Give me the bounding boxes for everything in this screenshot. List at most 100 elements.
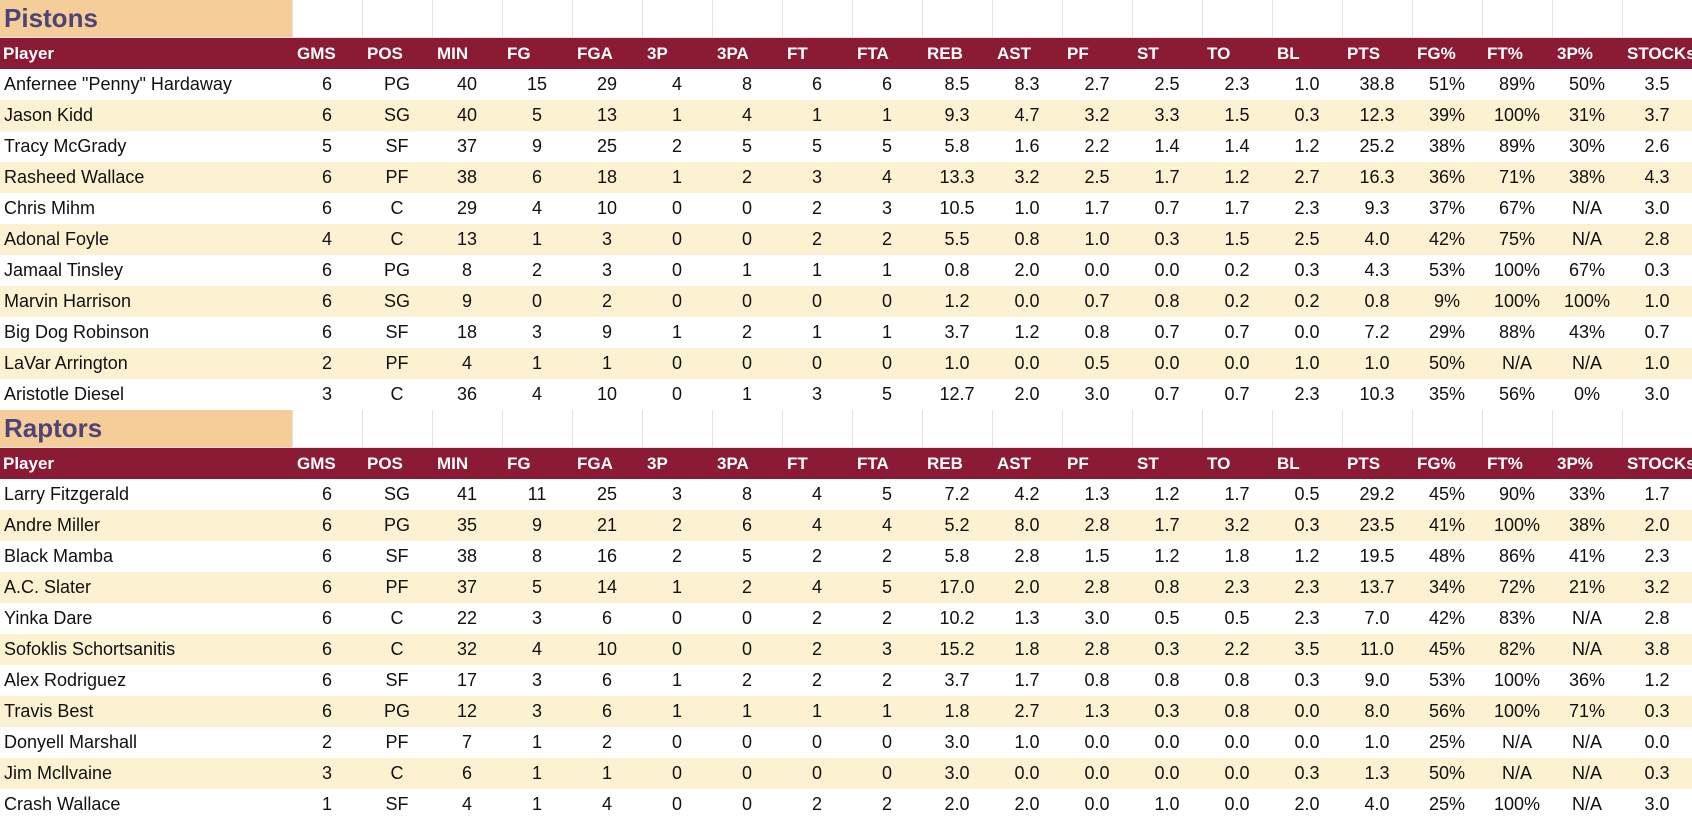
stat-cell[interactable]: SG xyxy=(362,100,432,131)
stat-cell[interactable]: 0% xyxy=(1552,379,1622,410)
empty-cell[interactable] xyxy=(1482,0,1553,38)
stat-cell[interactable]: 100% xyxy=(1482,696,1552,727)
stat-cell[interactable]: 1.5 xyxy=(1202,100,1272,131)
stat-cell[interactable]: 25% xyxy=(1412,789,1482,820)
stat-cell[interactable]: 0.3 xyxy=(1272,255,1342,286)
stat-cell[interactable]: 1 xyxy=(782,696,852,727)
stat-cell[interactable]: 4 xyxy=(502,634,572,665)
stat-cell[interactable]: 0.3 xyxy=(1272,510,1342,541)
empty-cell[interactable] xyxy=(782,0,853,38)
stat-cell[interactable]: 2.2 xyxy=(1202,634,1272,665)
stat-cell[interactable]: 0.0 xyxy=(1202,727,1272,758)
stat-cell[interactable]: C xyxy=(362,224,432,255)
stat-cell[interactable]: 7 xyxy=(432,727,502,758)
empty-cell[interactable] xyxy=(1202,0,1273,38)
stat-cell[interactable]: 0.5 xyxy=(1062,348,1132,379)
stat-cell[interactable]: 1 xyxy=(852,255,922,286)
column-header[interactable]: 3PA xyxy=(712,447,782,479)
stat-cell[interactable]: 45% xyxy=(1412,634,1482,665)
column-header[interactable]: STOCKs xyxy=(1622,447,1692,479)
stat-cell[interactable]: 0.0 xyxy=(1062,255,1132,286)
empty-cell[interactable] xyxy=(922,0,993,38)
stat-cell[interactable]: 29 xyxy=(432,193,502,224)
stat-cell[interactable]: 0 xyxy=(642,634,712,665)
column-header[interactable]: PTS xyxy=(1342,447,1412,479)
stat-cell[interactable]: 2.8 xyxy=(1622,224,1692,255)
stat-cell[interactable]: 56% xyxy=(1482,379,1552,410)
stat-cell[interactable]: 2.8 xyxy=(992,541,1062,572)
stat-cell[interactable]: 0.0 xyxy=(1062,727,1132,758)
column-header[interactable]: FTA xyxy=(852,447,922,479)
stat-cell[interactable]: 100% xyxy=(1482,789,1552,820)
stat-cell[interactable]: 0.0 xyxy=(1062,758,1132,789)
stat-cell[interactable]: 6 xyxy=(712,510,782,541)
stat-cell[interactable]: 15.2 xyxy=(922,634,992,665)
stat-cell[interactable]: 0.7 xyxy=(1132,317,1202,348)
empty-cell[interactable] xyxy=(712,0,783,38)
empty-cell[interactable] xyxy=(572,0,643,38)
column-header[interactable]: PF xyxy=(1062,37,1132,69)
stat-cell[interactable]: 18 xyxy=(432,317,502,348)
stat-cell[interactable]: 2.5 xyxy=(1132,69,1202,100)
stat-cell[interactable]: 10.3 xyxy=(1342,379,1412,410)
stat-cell[interactable]: 1.7 xyxy=(1132,162,1202,193)
stat-cell[interactable]: 0 xyxy=(642,224,712,255)
stat-cell[interactable]: 3.0 xyxy=(922,727,992,758)
stat-cell[interactable]: 3 xyxy=(502,696,572,727)
stat-cell[interactable]: 0.7 xyxy=(1062,286,1132,317)
empty-cell[interactable] xyxy=(1062,410,1133,448)
stat-cell[interactable]: 0.8 xyxy=(1202,665,1272,696)
stat-cell[interactable]: 29.2 xyxy=(1342,479,1412,510)
column-header[interactable]: FT xyxy=(782,447,852,479)
column-header[interactable]: FTA xyxy=(852,37,922,69)
player-name-cell[interactable]: Jim Mcllvaine xyxy=(0,758,292,789)
stat-cell[interactable]: 4 xyxy=(432,789,502,820)
stat-cell[interactable]: 1 xyxy=(852,317,922,348)
stat-cell[interactable]: 0 xyxy=(782,758,852,789)
stat-cell[interactable]: 2.7 xyxy=(992,696,1062,727)
stat-cell[interactable]: 2 xyxy=(782,634,852,665)
stat-cell[interactable]: 1 xyxy=(572,348,642,379)
stat-cell[interactable]: 0.3 xyxy=(1622,758,1692,789)
stat-cell[interactable]: 36% xyxy=(1552,665,1622,696)
stat-cell[interactable]: 51% xyxy=(1412,69,1482,100)
stat-cell[interactable]: 35% xyxy=(1412,379,1482,410)
empty-cell[interactable] xyxy=(1132,410,1203,448)
stat-cell[interactable]: 3 xyxy=(572,224,642,255)
stat-cell[interactable]: 82% xyxy=(1482,634,1552,665)
stat-cell[interactable]: C xyxy=(362,758,432,789)
stat-cell[interactable]: PG xyxy=(362,510,432,541)
stat-cell[interactable]: 0.0 xyxy=(1202,348,1272,379)
empty-cell[interactable] xyxy=(1552,410,1623,448)
stat-cell[interactable]: 2 xyxy=(782,603,852,634)
stat-cell[interactable]: 0 xyxy=(782,348,852,379)
stat-cell[interactable]: 1.8 xyxy=(1202,541,1272,572)
empty-cell[interactable] xyxy=(432,0,503,38)
empty-cell[interactable] xyxy=(1342,0,1413,38)
stat-cell[interactable]: 2 xyxy=(712,665,782,696)
stat-cell[interactable]: PF xyxy=(362,162,432,193)
stat-cell[interactable]: 1 xyxy=(712,696,782,727)
stat-cell[interactable]: 3.8 xyxy=(1622,634,1692,665)
stat-cell[interactable]: 0.5 xyxy=(1272,479,1342,510)
stat-cell[interactable]: 0 xyxy=(712,727,782,758)
stat-cell[interactable]: 1.2 xyxy=(1132,541,1202,572)
stat-cell[interactable]: 9.3 xyxy=(922,100,992,131)
stat-cell[interactable]: 0.3 xyxy=(1272,100,1342,131)
stat-cell[interactable]: 0.0 xyxy=(1202,758,1272,789)
player-name-cell[interactable]: Chris Mihm xyxy=(0,193,292,224)
stat-cell[interactable]: 0 xyxy=(712,193,782,224)
stat-cell[interactable]: N/A xyxy=(1552,727,1622,758)
stat-cell[interactable]: 3 xyxy=(502,665,572,696)
player-name-cell[interactable]: A.C. Slater xyxy=(0,572,292,603)
stat-cell[interactable]: 4 xyxy=(292,224,362,255)
column-header[interactable]: PF xyxy=(1062,447,1132,479)
stat-cell[interactable]: N/A xyxy=(1552,758,1622,789)
stat-cell[interactable]: 39% xyxy=(1412,100,1482,131)
stat-cell[interactable]: 12.7 xyxy=(922,379,992,410)
empty-cell[interactable] xyxy=(1412,0,1483,38)
empty-cell[interactable] xyxy=(502,0,573,38)
empty-cell[interactable] xyxy=(1272,410,1343,448)
stat-cell[interactable]: 1 xyxy=(782,100,852,131)
stat-cell[interactable]: 3 xyxy=(642,479,712,510)
